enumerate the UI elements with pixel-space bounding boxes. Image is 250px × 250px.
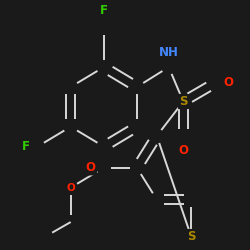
Text: F: F — [22, 140, 30, 153]
Text: F: F — [100, 4, 108, 17]
Text: O: O — [223, 76, 233, 90]
Text: NH: NH — [159, 46, 179, 59]
Text: S: S — [179, 95, 188, 108]
Text: S: S — [187, 230, 196, 243]
Text: O: O — [178, 144, 188, 157]
Text: O: O — [86, 161, 96, 174]
Text: O: O — [66, 182, 75, 192]
